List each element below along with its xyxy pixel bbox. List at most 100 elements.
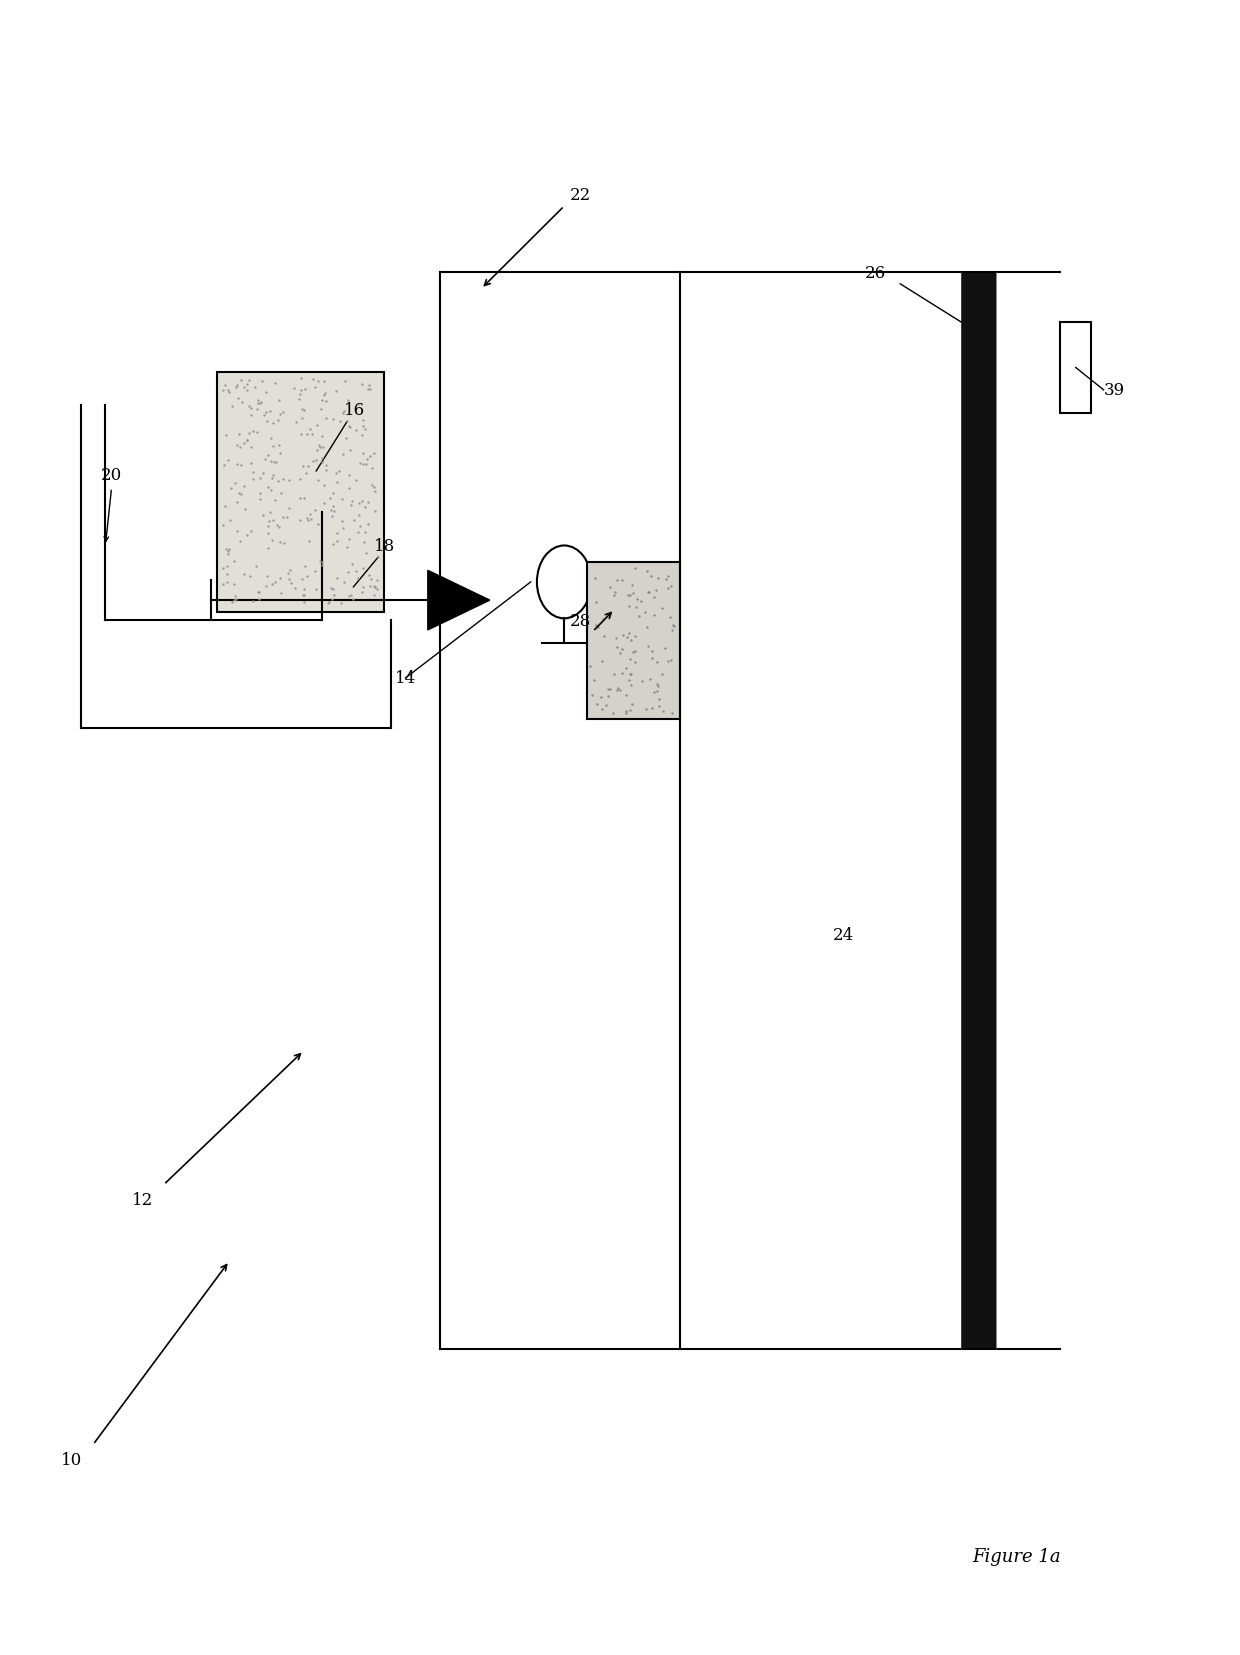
Point	[355, 417, 374, 444]
Point	[243, 419, 263, 445]
Point	[341, 583, 361, 609]
Point	[347, 391, 367, 417]
Point	[295, 377, 315, 404]
Point	[311, 549, 331, 576]
Bar	[961, 273, 996, 1349]
Point	[658, 563, 678, 589]
Point	[224, 571, 244, 597]
Point	[262, 449, 281, 475]
Point	[335, 369, 355, 396]
Point	[316, 453, 336, 480]
Point	[591, 684, 611, 710]
Point	[350, 513, 370, 540]
Point	[332, 487, 352, 513]
Point	[644, 680, 663, 707]
Point	[584, 667, 604, 693]
Point	[322, 493, 342, 520]
Point	[658, 576, 678, 602]
Point	[343, 588, 363, 614]
Point	[598, 677, 618, 703]
Point	[237, 429, 257, 455]
Point	[306, 449, 326, 475]
Point	[241, 450, 260, 477]
Point	[267, 513, 286, 540]
Polygon shape	[428, 571, 490, 631]
Point	[662, 700, 682, 727]
Point	[600, 677, 620, 703]
Point	[357, 490, 377, 516]
Point	[248, 579, 268, 606]
Point	[631, 588, 651, 614]
Point	[265, 371, 285, 397]
Point	[234, 374, 254, 401]
Point	[229, 480, 249, 506]
Point	[250, 482, 270, 508]
Point	[299, 453, 319, 480]
Point	[656, 566, 676, 592]
Point	[620, 662, 640, 688]
Point	[310, 549, 330, 576]
Bar	[217, 372, 384, 612]
Point	[308, 369, 327, 396]
Point	[291, 366, 311, 392]
Point	[605, 579, 625, 606]
Point	[635, 599, 655, 626]
Point	[296, 422, 316, 449]
Point	[263, 462, 283, 488]
Point	[362, 566, 382, 592]
Point	[352, 579, 372, 606]
Point	[250, 487, 270, 513]
Point	[368, 544, 388, 571]
Point	[365, 574, 384, 601]
Point	[298, 563, 317, 589]
Point	[223, 548, 243, 574]
Point	[622, 573, 642, 599]
Point	[324, 531, 343, 558]
Point	[334, 569, 353, 596]
Point	[278, 559, 298, 586]
Point	[213, 377, 233, 404]
Point	[254, 402, 274, 429]
Point	[661, 647, 681, 674]
Point	[250, 391, 270, 417]
Point	[258, 444, 278, 470]
Point	[641, 563, 661, 589]
Point	[218, 377, 238, 404]
Point	[599, 684, 619, 710]
Point	[294, 485, 314, 511]
Point	[294, 583, 314, 609]
Point	[639, 579, 658, 606]
Point	[339, 387, 358, 414]
Point	[270, 440, 290, 467]
Point	[636, 614, 656, 640]
Point	[293, 566, 312, 592]
Point	[353, 530, 373, 556]
Point	[280, 558, 300, 584]
Point	[252, 369, 272, 396]
Point	[652, 660, 672, 687]
Point	[608, 677, 627, 703]
Point	[367, 568, 387, 594]
Point	[608, 675, 627, 702]
Point	[234, 561, 254, 588]
Point	[329, 458, 348, 485]
Point	[662, 617, 682, 644]
Point	[257, 409, 277, 435]
Point	[258, 513, 278, 540]
Point	[291, 377, 311, 404]
Point	[295, 553, 315, 579]
Point	[346, 467, 366, 493]
Point	[273, 467, 293, 493]
Point	[616, 682, 636, 708]
Point	[262, 465, 281, 492]
Point	[610, 640, 630, 667]
Point	[263, 410, 283, 437]
Point	[591, 649, 611, 675]
Point	[606, 568, 626, 594]
Point	[218, 541, 238, 568]
Point	[268, 468, 288, 495]
Point	[269, 515, 289, 541]
Point	[326, 379, 346, 405]
Point	[613, 622, 632, 649]
Point	[337, 535, 357, 561]
